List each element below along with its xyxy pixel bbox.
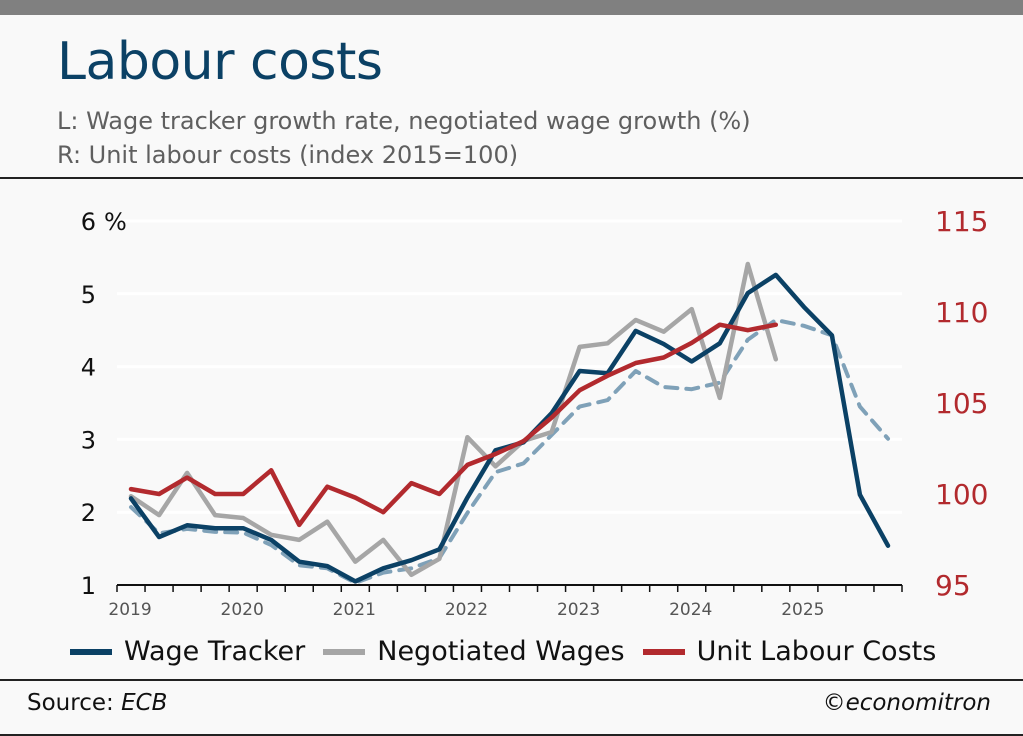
right-tick-label: 95 xyxy=(935,569,971,602)
credit: ©economitron xyxy=(822,690,991,716)
header-divider xyxy=(0,177,1023,179)
right-tick-label: 105 xyxy=(935,387,988,420)
source-note: Source: ECB xyxy=(27,690,167,716)
right-tick-label: 100 xyxy=(935,478,988,511)
x-tick-label: 2020 xyxy=(221,600,264,620)
x-tick-label: 2021 xyxy=(333,600,376,620)
footer-divider xyxy=(0,679,1023,681)
legend-label: Unit Labour Costs xyxy=(696,636,937,667)
left-tick-label: 5 xyxy=(81,281,96,309)
right-tick-label: 115 xyxy=(935,205,988,238)
left-tick-label: 4 xyxy=(81,354,96,382)
source-name: ECB xyxy=(121,690,168,716)
series-line-negotiated-wages xyxy=(128,261,779,578)
left-tick-label: 2 xyxy=(81,499,96,527)
subtitle-left-axis: L: Wage tracker growth rate, negotiated … xyxy=(57,107,751,135)
legend-label: Negotiated Wages xyxy=(377,636,625,667)
right-tick-label: 110 xyxy=(935,296,988,329)
left-tick-label: 6 xyxy=(81,208,96,236)
x-tick-label: 2025 xyxy=(781,600,824,620)
legend-swatch xyxy=(642,648,685,655)
left-tick-label: 1 xyxy=(81,572,96,600)
legend-swatch xyxy=(323,648,366,655)
bottom-divider xyxy=(0,734,1023,736)
legend-label: Wage Tracker xyxy=(124,636,306,667)
chart: 1 2 3 4 5 6 % 95 100 105 110 115 2019 2020 2021 2022 202… xyxy=(81,205,989,620)
page-title: Labour costs xyxy=(57,32,383,92)
legend: Wage Tracker Negotiated Wages Unit Labou… xyxy=(70,636,954,667)
subtitle-right-axis: R: Unit labour costs (index 2015=100) xyxy=(57,141,519,169)
legend-item-wage-tracker: Wage Tracker xyxy=(70,636,305,667)
series-line-dashed-tracker xyxy=(129,318,890,585)
source-label: Source: xyxy=(27,690,114,716)
x-tick-label: 2024 xyxy=(669,600,712,620)
legend-item-negotiated-wages: Negotiated Wages xyxy=(323,636,625,667)
left-axis-unit: % xyxy=(104,208,127,236)
legend-item-unit-labour-costs: Unit Labour Costs xyxy=(642,636,937,667)
left-tick-label: 3 xyxy=(81,426,96,454)
legend-swatch xyxy=(70,648,112,655)
x-tick-label: 2022 xyxy=(445,600,488,620)
series-line-unit-labour-costs xyxy=(128,322,779,528)
top-bar xyxy=(0,0,1023,15)
x-tick-label: 2019 xyxy=(108,600,151,620)
x-tick-label: 2023 xyxy=(557,600,600,620)
